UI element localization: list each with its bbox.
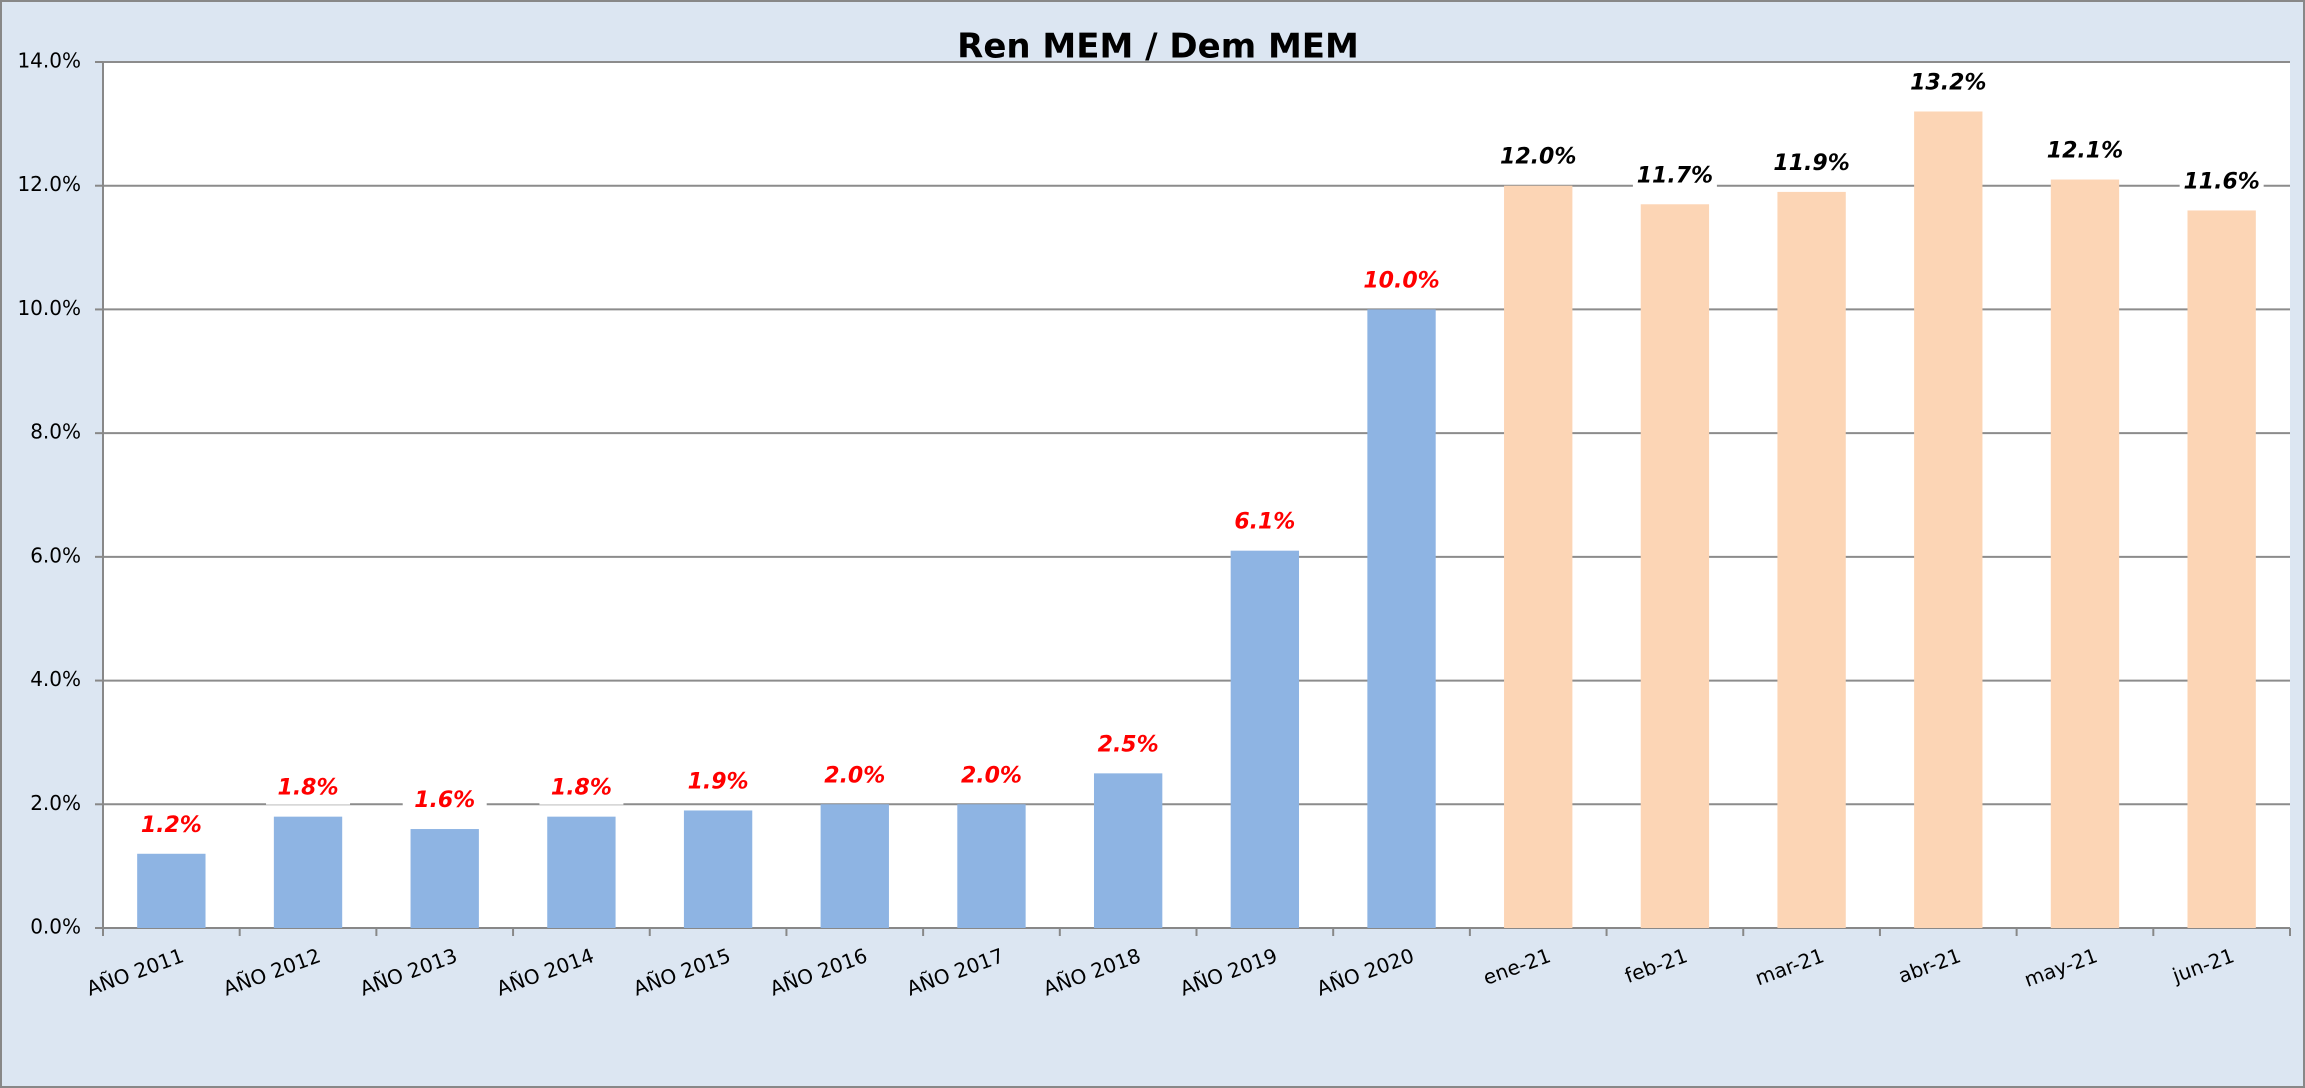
y-tick-label: 0.0% [30,915,81,939]
bar [2050,179,2120,928]
y-tick-label: 12.0% [17,172,81,196]
value-label: 1.6% [414,788,475,813]
bar [547,816,616,928]
value-label: 1.8% [278,776,339,801]
value-label: 11.7% [1637,163,1713,188]
bar [820,804,889,928]
value-label: 1.9% [688,769,749,794]
y-tick-label: 6.0% [30,543,81,567]
value-label-background [129,809,214,842]
value-label-background [1632,160,1717,193]
value-label: 1.2% [141,813,202,838]
value-label: 2.5% [1098,732,1159,757]
value-label-background [812,760,897,793]
bar [410,829,479,928]
bar [273,816,343,928]
y-tick-label: 10.0% [17,296,81,320]
value-label: 6.1% [1234,510,1295,535]
value-label-background [539,772,624,805]
bar [2187,210,2256,928]
bar [1093,773,1163,928]
value-label-background [2042,135,2127,168]
value-label-background [1086,729,1171,762]
value-label: 1.8% [551,776,612,801]
chart-title: Ren MEM / Dem MEM [957,27,1359,67]
value-label-background [949,760,1034,793]
bar [957,804,1026,928]
bar [1367,309,1436,928]
value-label-background [402,785,487,818]
value-label-background [2179,166,2264,199]
value-label: 10.0% [1363,268,1439,293]
value-label: 11.6% [2183,169,2259,194]
y-tick-label: 4.0% [30,667,81,691]
bar [1504,185,1573,928]
value-label: 2.0% [961,763,1022,788]
value-label-background [1359,265,1444,298]
value-label: 13.2% [1910,70,1986,95]
value-label-background [1496,141,1581,174]
bar [1777,191,1846,928]
bar [683,810,753,928]
value-label: 12.0% [1500,145,1576,170]
y-tick-label: 2.0% [30,791,81,815]
value-label: 12.1% [2047,139,2123,164]
value-label-background [676,766,761,799]
bar [1640,204,1710,928]
value-label: 2.0% [824,763,885,788]
bar [1914,111,1983,928]
value-label-background [1222,506,1307,539]
value-label: 11.9% [1773,151,1849,176]
y-tick-label: 8.0% [30,420,81,444]
value-label-background [266,772,351,805]
bar [137,853,206,928]
value-label-background [1906,67,1991,100]
y-tick-label: 14.0% [17,49,81,73]
bar [1230,550,1300,928]
value-label-background [1769,147,1854,180]
